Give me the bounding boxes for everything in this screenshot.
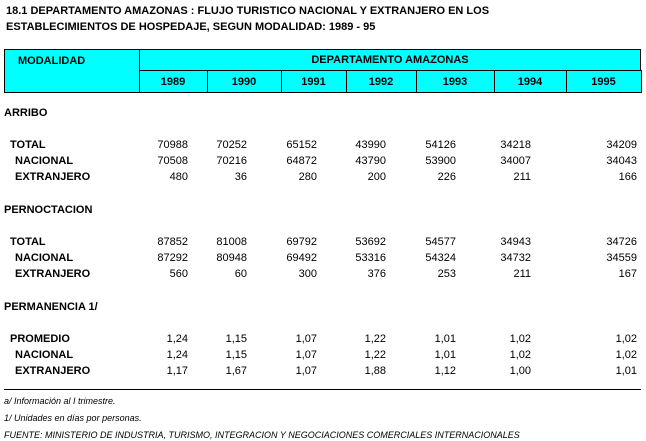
cell-value: 36 bbox=[234, 171, 247, 183]
cell-value: 64872 bbox=[286, 155, 317, 167]
cell-value: 1,88 bbox=[364, 365, 386, 377]
year: 1993 bbox=[442, 76, 468, 88]
year: 1992 bbox=[368, 76, 394, 88]
row-label: NACIONAL bbox=[15, 252, 74, 264]
cell-value: 34732 bbox=[500, 252, 531, 264]
cell-value: 1,67 bbox=[225, 365, 247, 377]
cell-value: 34209 bbox=[606, 139, 637, 151]
header-cell bbox=[4, 49, 140, 93]
title: ESTABLECIMIENTOS DE HOSPEDAJE, SEGUN MOD… bbox=[6, 21, 376, 33]
cell-value: 34218 bbox=[500, 139, 531, 151]
cell-value: 300 bbox=[298, 268, 317, 280]
cell-value: 34043 bbox=[606, 155, 637, 167]
cell-value: 54324 bbox=[425, 252, 456, 264]
row-header: MODALIDAD bbox=[18, 55, 86, 67]
cell-value: 34726 bbox=[606, 236, 637, 248]
cell-value: 166 bbox=[618, 171, 637, 183]
cell-value: 43790 bbox=[355, 155, 386, 167]
cell-value: 1,15 bbox=[225, 349, 247, 361]
cell-value: 1,15 bbox=[225, 333, 247, 345]
cell-value: 87852 bbox=[157, 236, 188, 248]
cell-value: 1,12 bbox=[434, 365, 456, 377]
cell-value: 200 bbox=[367, 171, 386, 183]
cell-value: 211 bbox=[513, 268, 531, 280]
cell-value: 53900 bbox=[425, 155, 456, 167]
cell-value: 1,01 bbox=[615, 365, 637, 377]
cell-value: 70252 bbox=[216, 139, 247, 151]
cell-value: 1,22 bbox=[364, 349, 386, 361]
cell-value: 1,00 bbox=[509, 365, 531, 377]
cell-value: 34943 bbox=[500, 236, 531, 248]
cell-value: 81008 bbox=[216, 236, 247, 248]
cell-value: 1,02 bbox=[615, 349, 637, 361]
cell-value: 1,01 bbox=[434, 333, 456, 345]
cell-value: 65152 bbox=[286, 139, 317, 151]
rule bbox=[4, 389, 641, 390]
year: 1990 bbox=[231, 76, 257, 88]
cell-value: 54577 bbox=[425, 236, 456, 248]
note: a/ Información al I trimestre. bbox=[4, 396, 116, 406]
cell-value: 480 bbox=[169, 171, 188, 183]
section-label: PERNOCTACION bbox=[4, 204, 93, 216]
cell-value: 167 bbox=[618, 268, 637, 280]
cell-value: 60 bbox=[234, 268, 247, 280]
cell-value: 280 bbox=[298, 171, 317, 183]
row-label: TOTAL bbox=[10, 236, 46, 248]
note: 1/ Unidades en días por personas. bbox=[4, 413, 142, 423]
row-label: NACIONAL bbox=[15, 155, 74, 167]
cell-value: 69792 bbox=[286, 236, 317, 248]
cell-value: 1,07 bbox=[295, 349, 317, 361]
year: 1995 bbox=[591, 76, 616, 88]
cell-value: 226 bbox=[437, 171, 456, 183]
cell-value: 34007 bbox=[500, 155, 531, 167]
cell-value: 211 bbox=[513, 171, 531, 183]
cell-value: 69492 bbox=[286, 252, 317, 264]
row-label: EXTRANJERO bbox=[15, 171, 91, 183]
cell-value: 70988 bbox=[157, 139, 188, 151]
note: FUENTE: MINISTERIO DE INDUSTRIA, TURISMO… bbox=[4, 430, 520, 440]
cell-value: 43990 bbox=[355, 139, 386, 151]
row-label: NACIONAL bbox=[15, 349, 74, 361]
cell-value: 1,07 bbox=[295, 333, 317, 345]
cell-value: 54126 bbox=[425, 139, 456, 151]
cell-value: 1,24 bbox=[166, 333, 188, 345]
cell-value: 53692 bbox=[355, 236, 386, 248]
row-label: EXTRANJERO bbox=[15, 365, 91, 377]
cell-value: 1,02 bbox=[509, 333, 531, 345]
cell-value: 1,24 bbox=[166, 349, 188, 361]
cell-value: 1,02 bbox=[509, 349, 531, 361]
cell-value: 1,07 bbox=[295, 365, 317, 377]
year-cell bbox=[566, 70, 642, 93]
section-label: PERMANENCIA 1/ bbox=[4, 301, 98, 313]
row-label: PROMEDIO bbox=[10, 333, 70, 345]
cell-value: 253 bbox=[437, 268, 456, 280]
cell-value: 53316 bbox=[355, 252, 386, 264]
cell-value: 70216 bbox=[216, 155, 247, 167]
cell-value: 376 bbox=[367, 268, 386, 280]
row-label: EXTRANJERO bbox=[15, 268, 91, 280]
group-header: DEPARTAMENTO AMAZONAS bbox=[311, 54, 469, 66]
cell-value: 1,02 bbox=[615, 333, 637, 345]
cell-value: 34559 bbox=[606, 252, 637, 264]
cell-value: 1,22 bbox=[364, 333, 386, 345]
cell-value: 87292 bbox=[157, 252, 188, 264]
cell-value: 70508 bbox=[157, 155, 188, 167]
year: 1991 bbox=[301, 76, 326, 88]
cell-value: 1,01 bbox=[434, 349, 456, 361]
section-label: ARRIBO bbox=[4, 107, 48, 119]
cell-value: 560 bbox=[169, 268, 188, 280]
cell-value: 1,17 bbox=[166, 365, 188, 377]
cell-value: 80948 bbox=[216, 252, 247, 264]
year: 1989 bbox=[160, 76, 186, 88]
title: 18.1 DEPARTAMENTO AMAZONAS : FLUJO TURIS… bbox=[6, 5, 490, 17]
row-label: TOTAL bbox=[10, 139, 46, 151]
year: 1994 bbox=[517, 76, 543, 88]
